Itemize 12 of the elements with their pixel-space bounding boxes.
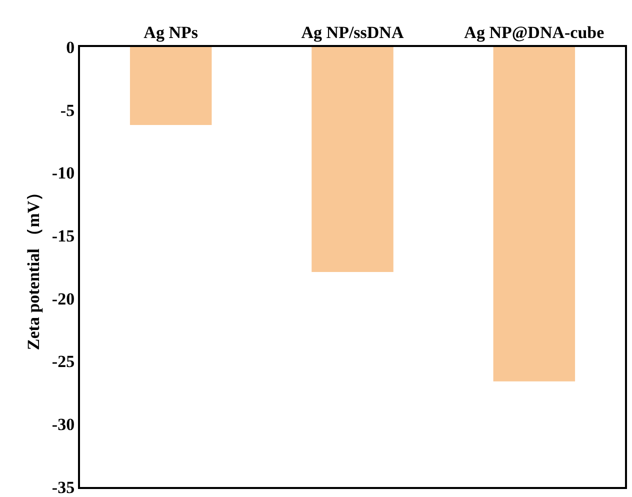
- y-tick-label: -20: [52, 289, 75, 308]
- x-tick-label: Ag NP/ssDNA: [301, 23, 404, 42]
- y-tick-label: -5: [60, 100, 75, 120]
- y-axis-title: Zeta potential （mV）: [24, 184, 43, 350]
- y-tick-label: -30: [52, 415, 75, 434]
- x-tick-label: Ag NP@DNA-cube: [464, 23, 605, 42]
- y-tick-label: 0: [66, 38, 75, 57]
- y-tick-label: -25: [52, 352, 75, 372]
- x-tick-label: Ag NPs: [144, 23, 198, 42]
- y-tick-label: -15: [52, 226, 75, 246]
- y-tick-label: -35: [52, 478, 75, 497]
- y-tick-label: -10: [52, 164, 75, 183]
